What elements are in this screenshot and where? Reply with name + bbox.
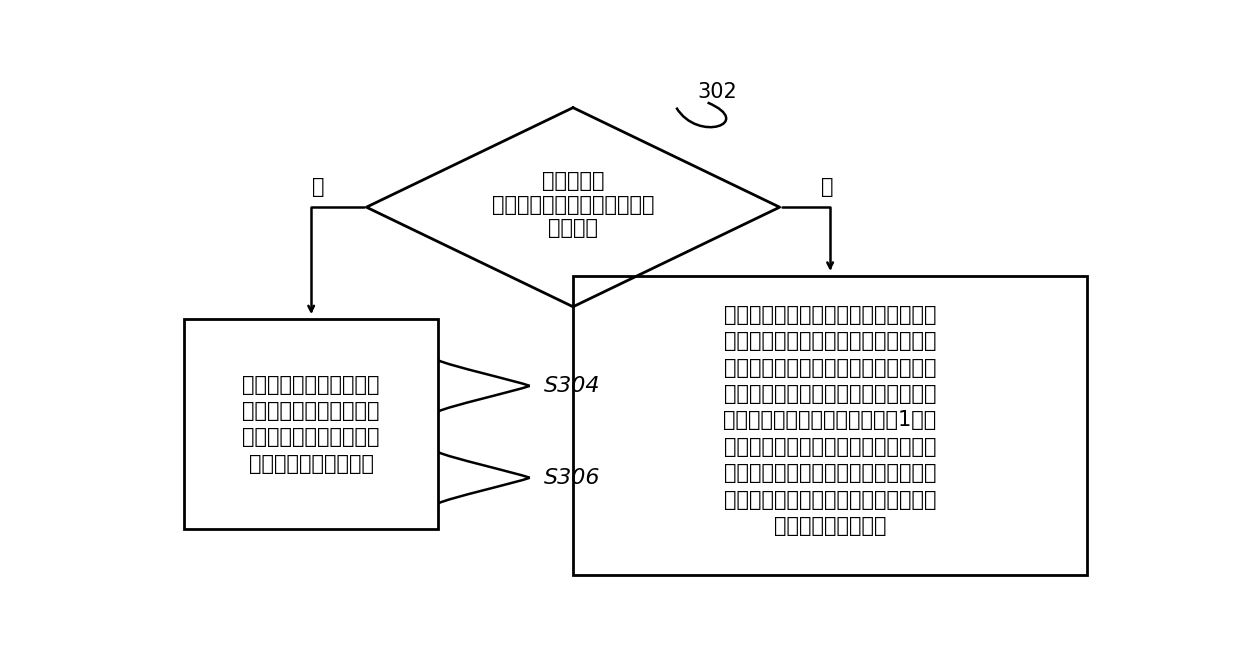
Bar — [573, 276, 1087, 575]
Polygon shape — [367, 107, 780, 307]
Text: 当前统计的
第二异议聚集次数大于第二预
设次数？: 当前统计的 第二异议聚集次数大于第二预 设次数？ — [492, 172, 655, 238]
Text: 向人工客服发送按照第二
费用异议数据修改行程费
用账单的指令，并向第一
终端发送第二处罚信息: 向人工客服发送按照第二 费用异议数据修改行程费 用账单的指令，并向第一 终端发送… — [242, 375, 379, 474]
Text: 在第二费用异议数据中所包含的异议金
额高于预设金额时，向人工客服发送按
照第二费用异议数据修改行程费用账单
的指令，并向第一终端发送第三处罚信
息，并将第二异议: 在第二费用异议数据中所包含的异议金 额高于预设金额时，向人工客服发送按 照第二费… — [723, 305, 936, 536]
Text: S306: S306 — [544, 468, 600, 488]
Text: 302: 302 — [697, 82, 737, 102]
Text: S304: S304 — [544, 376, 600, 396]
Text: 否: 否 — [821, 177, 835, 197]
Text: 是: 是 — [312, 177, 325, 197]
Bar — [184, 320, 439, 529]
